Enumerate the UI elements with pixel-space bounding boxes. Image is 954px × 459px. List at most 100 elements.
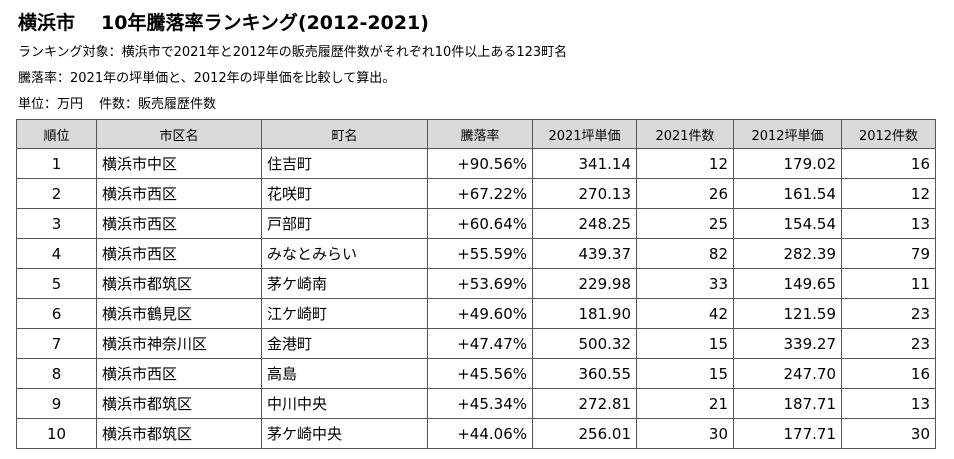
cell-count-2012: 79	[841, 238, 936, 269]
cell-town: みなとみらい	[261, 238, 428, 269]
table-row: 4 横浜市西区 みなとみらい +55.59% 439.37 82 282.39 79	[16, 238, 936, 269]
cell-count-2021: 12	[636, 148, 734, 179]
cell-town: 中川中央	[261, 388, 428, 419]
cell-town: 茅ケ崎中央	[261, 418, 428, 449]
header-city-ward: 市区名	[96, 119, 262, 149]
title-city: 横浜市	[18, 12, 76, 34]
cell-town: 金港町	[261, 328, 428, 359]
table-row: 3 横浜市西区 戸部町 +60.64% 248.25 25 154.54 13	[16, 208, 936, 239]
cell-count-2021: 25	[636, 208, 734, 239]
cell-change-rate: +67.22%	[427, 178, 533, 209]
cell-city-ward: 横浜市中区	[96, 148, 262, 179]
header-2021-unit-price: 2021坪単価	[532, 119, 637, 149]
cell-unit-price-2021: 341.14	[532, 148, 637, 179]
cell-unit-price-2012: 247.70	[733, 358, 842, 389]
cell-rank: 6	[16, 298, 97, 329]
header-change-rate: 騰落率	[427, 119, 533, 149]
cell-count-2012: 23	[841, 328, 936, 359]
page-title: 横浜市 10年騰落率ランキング(2012-2021)	[18, 10, 429, 36]
cell-rank: 8	[16, 358, 97, 389]
cell-change-rate: +53.69%	[427, 268, 533, 299]
header-2012-unit-price: 2012坪単価	[733, 119, 842, 149]
cell-change-rate: +47.47%	[427, 328, 533, 359]
cell-unit-price-2012: 154.54	[733, 208, 842, 239]
rate-definition-note: 騰落率：2021年の坪単価と、2012年の坪単価を比較して算出。	[18, 71, 396, 86]
cell-unit-price-2021: 181.90	[532, 298, 637, 329]
cell-count-2012: 12	[841, 178, 936, 209]
cell-count-2021: 15	[636, 358, 734, 389]
cell-change-rate: +90.56%	[427, 148, 533, 179]
cell-rank: 3	[16, 208, 97, 239]
cell-count-2012: 30	[841, 418, 936, 449]
table-row: 8 横浜市西区 高島 +45.56% 360.55 15 247.70 16	[16, 358, 936, 389]
ranking-table: 順位 市区名 町名 騰落率 2021坪単価 2021件数 2012坪単価 201…	[16, 119, 936, 449]
cell-unit-price-2021: 360.55	[532, 358, 637, 389]
cell-unit-price-2012: 149.65	[733, 268, 842, 299]
cell-town: 住吉町	[261, 148, 428, 179]
cell-change-rate: +45.56%	[427, 358, 533, 389]
table-row: 2 横浜市西区 花咲町 +67.22% 270.13 26 161.54 12	[16, 178, 936, 209]
cell-unit-price-2012: 339.27	[733, 328, 842, 359]
cell-town: 江ケ崎町	[261, 298, 428, 329]
cell-rank: 5	[16, 268, 97, 299]
cell-rank: 7	[16, 328, 97, 359]
cell-unit-price-2021: 256.01	[532, 418, 637, 449]
cell-city-ward: 横浜市都筑区	[96, 388, 262, 419]
header-row: 順位 市区名 町名 騰落率 2021坪単価 2021件数 2012坪単価 201…	[16, 119, 936, 149]
title-main: 10年騰落率ランキング(2012-2021)	[101, 12, 429, 34]
cell-count-2012: 13	[841, 388, 936, 419]
table-row: 5 横浜市都筑区 茅ケ崎南 +53.69% 229.98 33 149.65 11	[16, 268, 936, 299]
unit-note: 単位：万円 件数：販売履歴件数	[18, 96, 216, 114]
cell-rank: 2	[16, 178, 97, 209]
cell-city-ward: 横浜市鶴見区	[96, 298, 262, 329]
cell-count-2021: 33	[636, 268, 734, 299]
unit-label: 単位：万円	[18, 97, 84, 112]
cell-unit-price-2021: 500.32	[532, 328, 637, 359]
target-note: ランキング対象：横浜市で2021年と2012年の販売履歴件数がそれぞれ10件以上…	[18, 45, 568, 60]
table-row: 10 横浜市都筑区 茅ケ崎中央 +44.06% 256.01 30 177.71 30	[16, 418, 936, 449]
cell-count-2021: 82	[636, 238, 734, 269]
cell-unit-price-2012: 161.54	[733, 178, 842, 209]
cell-unit-price-2021: 439.37	[532, 238, 637, 269]
cell-change-rate: +60.64%	[427, 208, 533, 239]
cell-unit-price-2012: 187.71	[733, 388, 842, 419]
cell-count-2012: 16	[841, 358, 936, 389]
cell-change-rate: +49.60%	[427, 298, 533, 329]
cell-rank: 4	[16, 238, 97, 269]
cell-town: 茅ケ崎南	[261, 268, 428, 299]
cell-city-ward: 横浜市西区	[96, 358, 262, 389]
cell-count-2012: 23	[841, 298, 936, 329]
cell-count-2012: 13	[841, 208, 936, 239]
cell-unit-price-2012: 282.39	[733, 238, 842, 269]
cell-town: 戸部町	[261, 208, 428, 239]
cell-count-2012: 16	[841, 148, 936, 179]
cell-count-2021: 26	[636, 178, 734, 209]
cell-city-ward: 横浜市都筑区	[96, 418, 262, 449]
cell-rank: 1	[16, 148, 97, 179]
cell-rank: 10	[16, 418, 97, 449]
header-town: 町名	[261, 119, 428, 149]
cell-unit-price-2021: 229.98	[532, 268, 637, 299]
cell-unit-price-2021: 248.25	[532, 208, 637, 239]
table-body: 1 横浜市中区 住吉町 +90.56% 341.14 12 179.02 16 2 横浜市西区 花咲…	[16, 148, 936, 449]
table-row: 7 横浜市神奈川区 金港町 +47.47% 500.32 15 339.27 23	[16, 328, 936, 359]
cell-unit-price-2012: 121.59	[733, 298, 842, 329]
cell-count-2021: 42	[636, 298, 734, 329]
cell-city-ward: 横浜市西区	[96, 208, 262, 239]
cell-count-2012: 11	[841, 268, 936, 299]
cell-change-rate: +44.06%	[427, 418, 533, 449]
table-row: 6 横浜市鶴見区 江ケ崎町 +49.60% 181.90 42 121.59 23	[16, 298, 936, 329]
header-rank: 順位	[16, 119, 97, 149]
cell-town: 花咲町	[261, 178, 428, 209]
cell-count-2021: 15	[636, 328, 734, 359]
cell-city-ward: 横浜市神奈川区	[96, 328, 262, 359]
cell-unit-price-2021: 270.13	[532, 178, 637, 209]
count-definition-label: 件数：販売履歴件数	[99, 97, 217, 112]
cell-city-ward: 横浜市都筑区	[96, 268, 262, 299]
cell-unit-price-2012: 177.71	[733, 418, 842, 449]
table-header: 順位 市区名 町名 騰落率 2021坪単価 2021件数 2012坪単価 201…	[16, 119, 936, 149]
cell-count-2021: 30	[636, 418, 734, 449]
cell-unit-price-2021: 272.81	[532, 388, 637, 419]
cell-change-rate: +55.59%	[427, 238, 533, 269]
table-row: 1 横浜市中区 住吉町 +90.56% 341.14 12 179.02 16	[16, 148, 936, 179]
